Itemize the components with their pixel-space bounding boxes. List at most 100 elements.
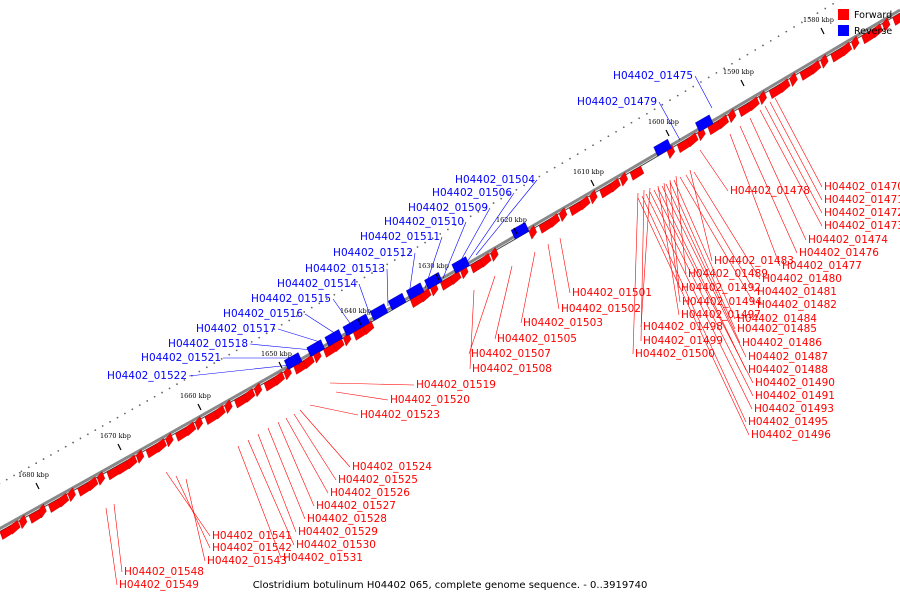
tick-label: 1670 kbp [100, 432, 131, 440]
gene-label: H04402_01527 [316, 500, 396, 512]
scale-dot [124, 412, 126, 415]
forward-gene [67, 487, 76, 503]
scale-dot [661, 103, 664, 106]
gene-label: H04402_01493 [754, 403, 834, 415]
forward-gene [619, 172, 628, 187]
tick-dots [0, 0, 842, 485]
leader-line [469, 289, 475, 370]
forward-gene [214, 404, 226, 420]
gene-label: H04402_01483 [714, 255, 794, 267]
forward-gene [548, 213, 561, 228]
leader-line [769, 101, 823, 201]
gene-label: H04402_01520 [390, 394, 470, 406]
scale-dot [762, 44, 764, 47]
leader-line [304, 313, 337, 335]
scale-dot [393, 259, 396, 261]
gene-label: H04402_01505 [497, 333, 577, 345]
scale-dot [754, 49, 757, 51]
leader-line [247, 439, 295, 546]
leader-line [520, 251, 536, 324]
scale-dot [228, 353, 231, 356]
gene-label: H04402_01499 [643, 335, 723, 347]
scale-dot [220, 357, 223, 360]
gene-label: H04402_01541 [212, 530, 292, 542]
scale-dot [183, 379, 186, 381]
scale-dot [386, 263, 389, 266]
scale-dot [615, 130, 617, 133]
tick-mark [35, 482, 40, 490]
tick-mark [278, 361, 283, 369]
scale-dot [356, 280, 358, 283]
scale-dot [348, 285, 351, 287]
forward-gene [490, 247, 499, 262]
scale-dot [72, 441, 74, 444]
gene-label: H04402_01480 [762, 273, 842, 285]
scale-dot [138, 404, 141, 407]
reverse-gene [406, 282, 425, 300]
scale-dot [20, 470, 23, 473]
forward-gene [579, 195, 591, 211]
gene-label: H04402_01511 [360, 231, 440, 243]
leader-line [293, 413, 337, 481]
gene-label: H04402_01495 [748, 416, 828, 428]
scale-dot [424, 241, 426, 244]
gene-label: H04402_01496 [751, 429, 831, 441]
gene-label: H04402_01514 [277, 278, 357, 290]
leader-line [759, 109, 823, 227]
leader-line [685, 174, 756, 293]
scale-dot [507, 193, 510, 196]
scale-dot [409, 250, 411, 253]
scale-dot [731, 62, 733, 65]
leader-line [764, 105, 823, 214]
gene-label: H04402_01488 [748, 364, 828, 376]
tick-mark [357, 318, 362, 326]
gene-label: H04402_01492 [681, 282, 761, 294]
gene-label: H04402_01485 [737, 323, 817, 335]
forward-gene [779, 78, 791, 93]
forward-gene [194, 416, 204, 431]
leader-line [657, 187, 747, 371]
leader-line [739, 125, 798, 254]
forward-gene [57, 492, 70, 508]
scale-dot [250, 340, 253, 343]
gene-label: H04402_01518 [168, 338, 248, 350]
scale-dot [42, 458, 45, 460]
reverse-gene [306, 339, 325, 357]
scale-dot [79, 437, 82, 440]
scale-dot [454, 224, 457, 227]
gene-label: H04402_01512 [333, 247, 413, 259]
scale-dot [738, 58, 741, 61]
forward-gene [629, 166, 645, 181]
scale-dot [645, 112, 648, 115]
forward-gene [558, 207, 568, 222]
gene-label: H04402_01503 [523, 317, 603, 329]
forward-gene [717, 114, 730, 130]
scale-dot [800, 21, 803, 24]
leader-line [424, 236, 443, 289]
legend-reverse-label: Reverse [854, 26, 892, 37]
leader-line [632, 192, 639, 355]
leader-line [309, 404, 359, 416]
leader-line [335, 391, 389, 401]
reverse-gene [387, 292, 407, 311]
gene-labels: H04402_01475H04402_01479H04402_01504H044… [107, 70, 900, 591]
scale-dot [340, 289, 343, 292]
scale-dot [515, 188, 518, 191]
tick-mark [590, 179, 595, 187]
scale-dot [35, 462, 38, 465]
forward-gene [871, 23, 884, 39]
legend-forward-label: Forward [854, 10, 892, 21]
scale-dot [318, 302, 321, 305]
scale-dot [485, 206, 487, 209]
gene-label: H04402_01523 [360, 409, 440, 421]
scale-dot [669, 99, 671, 102]
scale-dot [700, 81, 702, 83]
gene-label: H04402_01507 [471, 348, 551, 360]
scale-dot [325, 298, 328, 300]
leader-line [649, 191, 754, 397]
scale-dot [546, 171, 548, 173]
gene-label: H04402_01497 [681, 309, 761, 321]
scale-dot [280, 323, 283, 326]
leader-line [658, 101, 681, 141]
forward-gene [283, 365, 292, 381]
